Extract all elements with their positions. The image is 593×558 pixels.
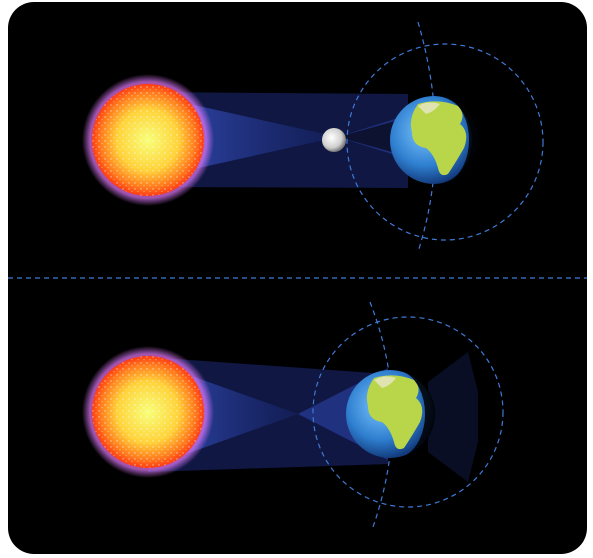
earth-axis-arc: [369, 301, 393, 528]
continent-africa-europe: [366, 375, 423, 450]
earth-shadow: [428, 352, 478, 482]
lunar-eclipse-panel: [82, 301, 504, 528]
earth-orbit-ring: [346, 43, 544, 241]
sun-texture: [92, 84, 204, 196]
earth: [346, 370, 435, 458]
earth-night-side: [404, 372, 435, 456]
diagram-frame: [8, 2, 587, 554]
sun-texture: [92, 356, 204, 468]
eclipse-diagram: [8, 21, 587, 528]
moon: [322, 128, 346, 152]
earth: [390, 96, 479, 184]
continent-africa-europe: [410, 101, 467, 176]
moon-orbit-ring: [312, 316, 504, 508]
solar-eclipse-panel: [82, 21, 544, 253]
